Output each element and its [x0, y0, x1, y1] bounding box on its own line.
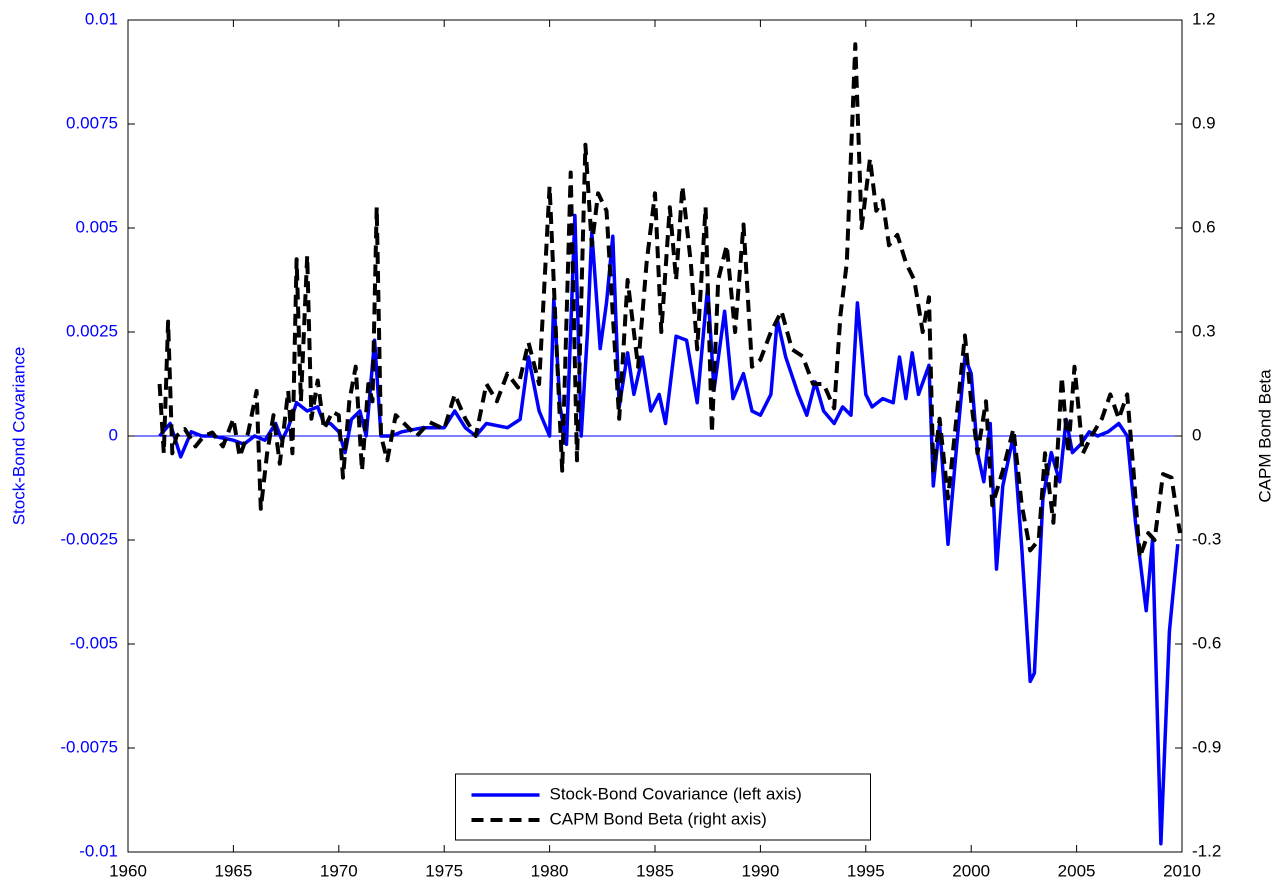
legend-label: Stock-Bond Covariance (left axis)	[550, 784, 802, 803]
y-tick-label: -0.005	[70, 633, 118, 652]
y2-tick-label: -0.6	[1192, 633, 1221, 652]
legend-label: CAPM Bond Beta (right axis)	[550, 809, 767, 828]
y2-tick-label: 0.9	[1192, 113, 1216, 132]
y2-tick-label: 1.2	[1192, 9, 1216, 28]
y2-tick-label: -0.9	[1192, 737, 1221, 756]
y-tick-label: 0.0075	[66, 113, 118, 132]
legend-box	[455, 773, 871, 841]
x-tick-label: 2010	[1163, 861, 1201, 880]
x-tick-label: 1970	[320, 861, 358, 880]
y2-tick-label: -0.3	[1192, 529, 1221, 548]
y2-tick-label: 0.3	[1192, 321, 1216, 340]
y-tick-label: 0.0025	[66, 321, 118, 340]
x-tick-label: 1995	[847, 861, 885, 880]
y-tick-label: 0	[109, 425, 118, 444]
x-tick-label: 2000	[952, 861, 990, 880]
x-tick-label: 1975	[425, 861, 463, 880]
y-tick-label: -0.0025	[60, 529, 118, 548]
x-tick-label: 1960	[109, 861, 147, 880]
y2-tick-label: 0.6	[1192, 217, 1216, 236]
y-tick-label: 0.005	[75, 217, 118, 236]
x-tick-label: 1965	[214, 861, 252, 880]
data-line	[157, 42, 1182, 560]
x-tick-label: 2005	[1058, 861, 1096, 880]
y-tick-label: -0.01	[79, 841, 118, 860]
y-tick-label: 0.01	[85, 9, 118, 28]
y2-axis-label: CAPM Bond Beta	[1255, 369, 1274, 503]
x-tick-label: 1990	[741, 861, 779, 880]
y2-tick-label: 0	[1192, 425, 1201, 444]
y2-tick-label: -1.2	[1192, 841, 1221, 860]
y-axis-label: Stock-Bond Covariance	[9, 347, 28, 526]
x-tick-label: 1980	[531, 861, 569, 880]
x-tick-label: 1985	[636, 861, 674, 880]
y-tick-label: -0.0075	[60, 737, 118, 756]
